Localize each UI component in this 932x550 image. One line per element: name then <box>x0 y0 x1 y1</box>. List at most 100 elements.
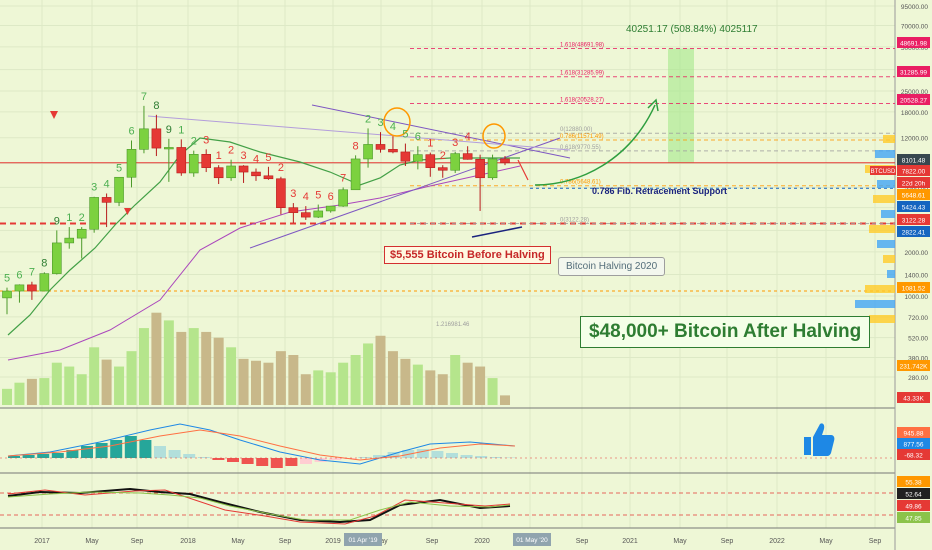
stoch-value-label: 49.86 <box>905 504 922 511</box>
candle-body <box>151 128 162 149</box>
fib-label-1: 1.618(31285.99) <box>560 71 604 77</box>
macd-histogram-bar <box>183 454 196 458</box>
td-count-label: 2 <box>191 136 197 148</box>
price-tick-label: 50000.00 <box>901 45 928 52</box>
volume-bar <box>101 359 112 405</box>
td-count-label: 1 <box>66 212 72 224</box>
price-tick-label: 720.00 <box>908 315 928 322</box>
volume-bar <box>51 362 62 405</box>
candle-body <box>114 176 124 203</box>
candle-body <box>64 237 75 244</box>
profile-bar <box>877 240 895 248</box>
macd-histogram-bar <box>227 458 239 462</box>
td-count-label: 8 <box>353 140 359 152</box>
fib-label-6: 0.786(5648.61) <box>560 180 601 186</box>
candle-body <box>89 197 99 230</box>
macd-histogram-bar <box>387 452 400 458</box>
macd-histogram-bar <box>197 457 210 458</box>
time-axis: 2017 May Sep 2018 May Sep 2019 May Sep 2020 May Sep… <box>34 533 881 546</box>
td-count-label: 5 <box>315 190 321 202</box>
projection-target-label: 40251.17 (508.84%) 4025117 <box>626 24 758 35</box>
td-count-label: 3 <box>290 188 296 200</box>
volume-bar <box>76 374 87 405</box>
time-tick-label: Sep <box>869 538 882 545</box>
date-badge <box>513 533 551 546</box>
time-tick-label: Sep <box>131 538 144 545</box>
macd-value-label: 877.56 <box>904 442 924 449</box>
macd-panel <box>0 423 895 468</box>
time-tick-label: Sep <box>721 538 734 545</box>
time-tick-label: 2019 <box>325 538 341 545</box>
stoch-k-line <box>7 489 511 525</box>
td-count-label: 2 <box>278 162 284 174</box>
candle-body <box>251 171 261 177</box>
td-count-label: 1 <box>216 150 222 162</box>
macd-histogram-bar <box>300 458 312 464</box>
volume-bar <box>475 366 486 405</box>
td-count-label: 4 <box>303 191 309 203</box>
volume-bar <box>151 312 162 405</box>
blue-trend-segment <box>471 226 523 238</box>
time-tick-label: 2022 <box>769 538 785 545</box>
time-tick-label: 2020 <box>474 538 490 545</box>
profile-bar <box>855 300 895 308</box>
volume-bar <box>213 337 224 405</box>
down-triangle-icon <box>50 111 58 119</box>
volume-bar <box>26 378 37 405</box>
fib-label-3: 0(12880.00) <box>560 127 592 133</box>
macd-value-label: -68.32 <box>904 453 923 460</box>
macd-histogram-bar <box>241 458 254 464</box>
td-count-label: 4 <box>465 131 471 143</box>
volume-bars: 1.216981.46 <box>2 312 510 405</box>
volume-bar <box>263 362 274 405</box>
time-tick-label: Sep <box>576 538 589 545</box>
support-wedge-line <box>249 137 561 249</box>
candle-body <box>201 154 211 168</box>
short-ma-line <box>7 137 520 336</box>
time-tick-label: 2018 <box>180 538 196 545</box>
price-tick-label: 25000.00 <box>901 89 928 96</box>
macd-histogram-bar <box>446 453 458 458</box>
volume-bar <box>251 360 261 405</box>
price-badge <box>897 360 930 371</box>
macd-histogram-bar <box>416 449 429 458</box>
candle-body <box>139 128 149 150</box>
profile-bar <box>873 195 895 203</box>
candle-body <box>450 153 461 171</box>
fib-label-2: 1.618(20528.27) <box>560 98 604 104</box>
td-count-label: 7 <box>29 267 35 279</box>
td-count-label: 6 <box>16 269 22 281</box>
volume-bar <box>425 370 436 405</box>
macd-histogram-bar <box>95 443 108 458</box>
candle-body <box>164 147 174 150</box>
volume-bar <box>89 347 100 405</box>
macd-histogram-bar <box>285 458 298 466</box>
td-count-label: 3 <box>203 134 209 146</box>
volume-bar <box>462 362 473 405</box>
volume-bar <box>325 372 336 405</box>
candle-body <box>500 158 510 164</box>
long-ma-line <box>7 165 521 361</box>
price-badge-label: 1081.52 <box>902 286 926 293</box>
macd-histogram-bar <box>256 458 269 466</box>
candle-body <box>475 159 485 179</box>
price-badge <box>897 66 930 77</box>
td-count-label: 2 <box>228 145 234 157</box>
projection-zone <box>668 48 694 163</box>
candle-body <box>338 189 348 207</box>
drop-arrow <box>517 159 529 181</box>
price-badge-label: 5648.61 <box>902 193 926 200</box>
td-count-label: 4 <box>390 121 396 133</box>
price-badge-label: 31285.99 <box>900 70 927 77</box>
volume-bar <box>163 320 174 405</box>
volume-bar <box>188 328 199 405</box>
thumbs-up-icon <box>800 420 836 458</box>
candle-body <box>300 212 311 218</box>
volume-bar <box>500 395 510 405</box>
stochastic-panel <box>0 487 895 525</box>
price-badge <box>897 282 930 293</box>
stoch-d-line <box>7 491 511 521</box>
time-tick-label: May <box>231 538 245 545</box>
